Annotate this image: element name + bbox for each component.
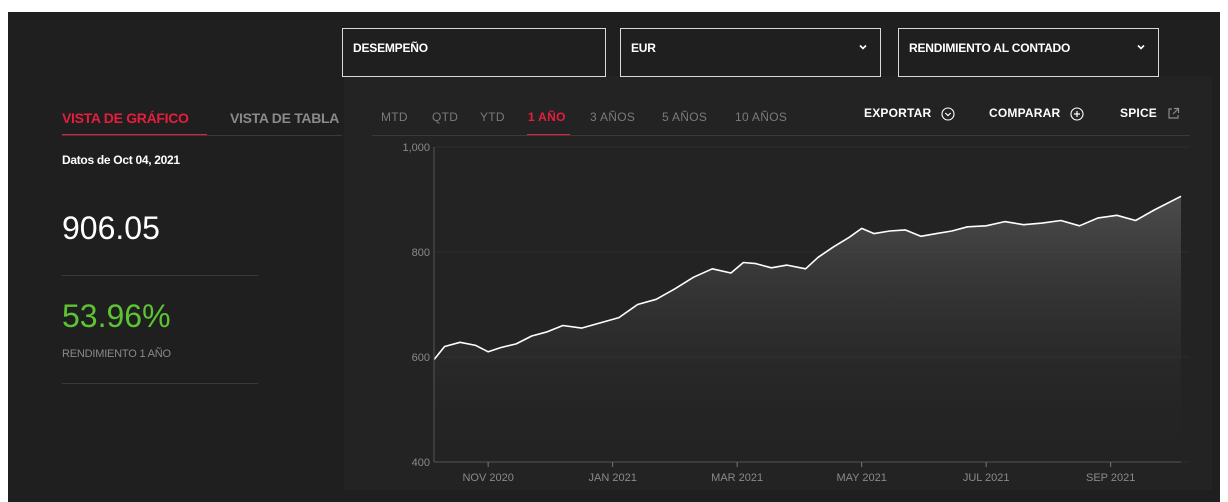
x-tick-label: JAN 2021 bbox=[589, 472, 637, 484]
x-tick-label: NOV 2020 bbox=[462, 472, 513, 484]
y-tick-label: 1,000 bbox=[402, 142, 430, 154]
series-area bbox=[434, 196, 1181, 462]
x-tick-label: MAY 2021 bbox=[836, 472, 886, 484]
x-tick-label: JUL 2021 bbox=[963, 472, 1010, 484]
y-tick-label: 400 bbox=[412, 457, 430, 469]
y-tick-label: 600 bbox=[412, 352, 430, 364]
x-tick-label: SEP 2021 bbox=[1086, 472, 1135, 484]
x-tick-label: MAR 2021 bbox=[711, 472, 763, 484]
y-tick-label: 800 bbox=[412, 247, 430, 259]
